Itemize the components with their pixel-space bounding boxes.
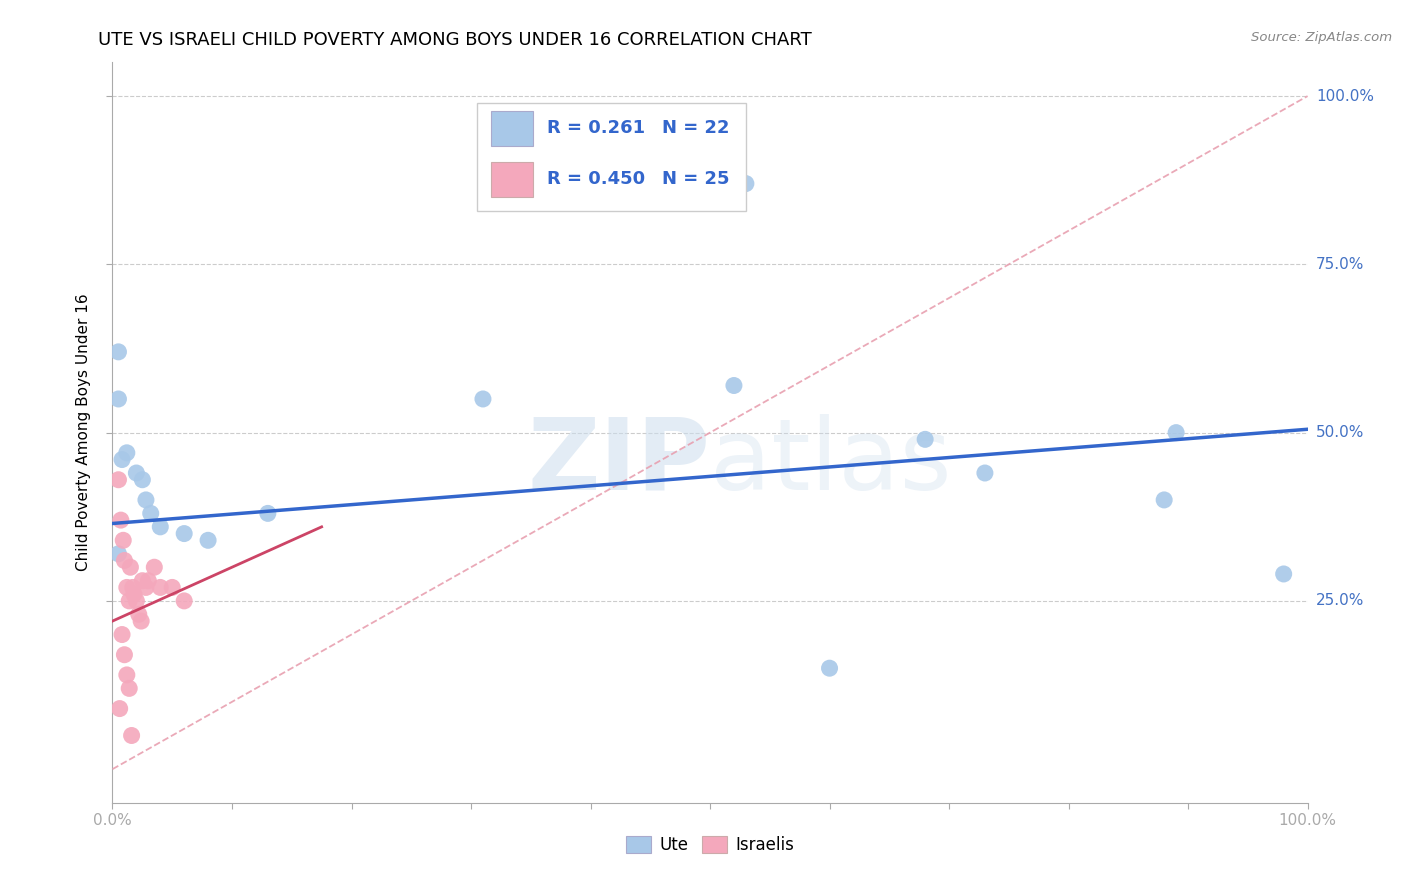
Text: UTE VS ISRAELI CHILD POVERTY AMONG BOYS UNDER 16 CORRELATION CHART: UTE VS ISRAELI CHILD POVERTY AMONG BOYS …: [98, 31, 813, 49]
Text: 50.0%: 50.0%: [1316, 425, 1364, 440]
Text: N = 22: N = 22: [662, 120, 730, 137]
Point: [108, 701, 131, 715]
Point: [118, 594, 141, 608]
Point: [735, 177, 758, 191]
Text: R = 0.450: R = 0.450: [547, 170, 645, 188]
Text: 100.0%: 100.0%: [1316, 88, 1374, 103]
Bar: [491, 111, 533, 146]
Point: [173, 526, 195, 541]
Text: atlas: atlas: [710, 414, 952, 511]
Point: [143, 560, 166, 574]
Point: [197, 533, 219, 548]
Point: [110, 513, 132, 527]
Point: [723, 378, 745, 392]
Point: [115, 668, 138, 682]
Point: [974, 466, 997, 480]
Point: [122, 587, 145, 601]
Point: [120, 560, 142, 574]
Legend: Ute, Israelis: Ute, Israelis: [620, 830, 800, 861]
Point: [131, 574, 153, 588]
Point: [107, 547, 129, 561]
Point: [107, 392, 129, 406]
Point: [121, 729, 143, 743]
Point: [149, 581, 172, 595]
Y-axis label: Child Poverty Among Boys Under 16: Child Poverty Among Boys Under 16: [76, 293, 91, 572]
Point: [135, 581, 157, 595]
Point: [115, 446, 138, 460]
Point: [138, 574, 160, 588]
FancyBboxPatch shape: [477, 103, 747, 211]
Point: [112, 533, 135, 548]
Text: ZIP: ZIP: [527, 414, 710, 511]
Text: R = 0.261: R = 0.261: [547, 120, 645, 137]
Point: [128, 607, 150, 622]
Point: [118, 681, 141, 696]
Point: [129, 614, 152, 628]
Point: [131, 473, 153, 487]
Point: [125, 594, 148, 608]
Point: [1272, 566, 1295, 581]
Point: [914, 433, 936, 447]
Point: [107, 473, 129, 487]
Point: [1153, 492, 1175, 507]
Point: [115, 581, 138, 595]
Point: [173, 594, 195, 608]
Point: [139, 507, 162, 521]
Point: [257, 507, 280, 521]
Text: N = 25: N = 25: [662, 170, 730, 188]
Point: [111, 452, 134, 467]
Point: [135, 492, 157, 507]
Point: [149, 520, 172, 534]
Bar: [491, 161, 533, 197]
Point: [114, 648, 135, 662]
Point: [1166, 425, 1188, 440]
Point: [111, 627, 134, 641]
Point: [121, 581, 143, 595]
Point: [107, 344, 129, 359]
Text: 75.0%: 75.0%: [1316, 257, 1364, 272]
Point: [114, 553, 135, 567]
Point: [472, 392, 495, 406]
Point: [818, 661, 841, 675]
Text: 25.0%: 25.0%: [1316, 593, 1364, 608]
Text: Source: ZipAtlas.com: Source: ZipAtlas.com: [1251, 31, 1392, 45]
Point: [125, 466, 148, 480]
Point: [162, 581, 183, 595]
